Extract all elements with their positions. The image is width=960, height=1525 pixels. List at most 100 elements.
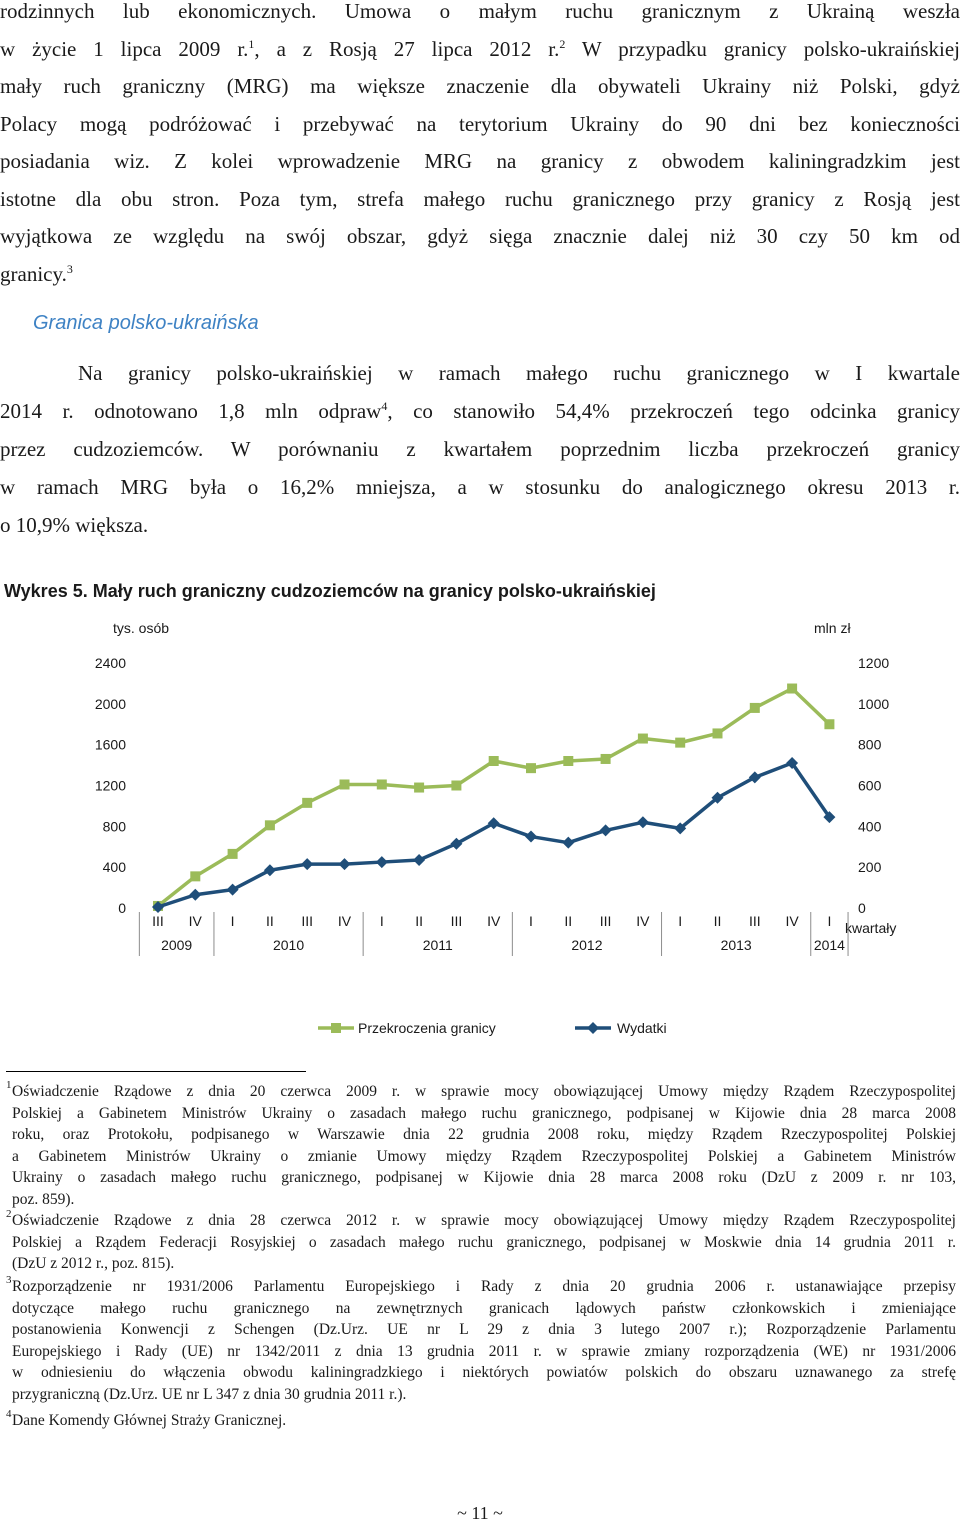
x-tick-label: II bbox=[266, 913, 274, 929]
footnote-line: Europejskiego i Rady (UE) nr 1342/2011 z… bbox=[12, 1342, 956, 1360]
right-tick-label: 1200 bbox=[858, 655, 889, 671]
data-point bbox=[786, 757, 799, 770]
footnote-number: 3 bbox=[6, 1274, 12, 1286]
x-tick-label: I bbox=[529, 913, 533, 929]
data-point bbox=[227, 848, 238, 859]
data-point bbox=[487, 817, 500, 830]
right-tick-label: 600 bbox=[858, 778, 882, 794]
data-point bbox=[152, 900, 164, 913]
para2-line: o 10,9% większa. bbox=[0, 513, 149, 537]
footnote-line: Oświadczenie Rządowe z dnia 20 czerwca 2… bbox=[12, 1083, 956, 1100]
x-tick-label: I bbox=[678, 913, 682, 929]
left-tick-label: 1600 bbox=[95, 737, 126, 753]
data-point bbox=[302, 797, 313, 808]
legend-label: Wydatki bbox=[617, 1020, 667, 1036]
data-point bbox=[226, 883, 239, 896]
data-point bbox=[414, 782, 425, 793]
x-tick-label: IV bbox=[785, 913, 799, 929]
x-tick-label: IV bbox=[487, 913, 501, 929]
footnote-number: 2 bbox=[6, 1208, 12, 1220]
footnote: 4 Dane Komendy Głównej Straży Granicznej. bbox=[6, 1408, 956, 1432]
right-tick-label: 1000 bbox=[858, 696, 889, 712]
data-point bbox=[637, 733, 648, 744]
para2-line: 2014 r. odnotowano 1,8 mln odpraw4, co s… bbox=[0, 396, 960, 426]
data-point bbox=[525, 830, 537, 843]
x-tick-label: II bbox=[564, 913, 572, 929]
x-tick-label: IV bbox=[189, 913, 203, 929]
year-label: 2009 bbox=[161, 937, 192, 953]
data-point bbox=[375, 856, 388, 869]
footnote-number: 1 bbox=[6, 1079, 12, 1091]
text-run: , a z Rosją 27 lipca 2012 r. bbox=[254, 37, 560, 61]
data-point bbox=[675, 737, 686, 748]
intro-line: mały ruch graniczny (MRG) ma większe zna… bbox=[0, 74, 960, 98]
text-run: granicy. bbox=[0, 262, 67, 286]
year-label: 2011 bbox=[423, 937, 453, 953]
footnote-line: roku, oraz Protokołu, podpisanego w Wars… bbox=[12, 1126, 956, 1143]
x-tick-label: I bbox=[827, 913, 831, 929]
intro-line: w życie 1 lipca 2009 r.1, a z Rosją 27 l… bbox=[0, 34, 960, 64]
footnote-line: Dane Komendy Głównej Straży Granicznej. bbox=[12, 1412, 287, 1429]
footnote: 3 Rozporządzenie nr 1931/2006 Parlamentu … bbox=[6, 1274, 956, 1405]
footnote-line: Polskiej a Gabinetem Ministrów Ukrainy o… bbox=[12, 1104, 956, 1122]
data-point bbox=[264, 820, 275, 831]
figure-title: Wykres 5. Mały ruch graniczny cudzoziemc… bbox=[4, 581, 656, 601]
x-tick-label: II bbox=[714, 913, 722, 929]
data-point bbox=[488, 756, 499, 766]
data-point bbox=[749, 702, 760, 713]
right-tick-label: 200 bbox=[858, 859, 882, 875]
year-label: 2010 bbox=[273, 937, 304, 953]
intro-line: rodzinnych lub ekonomicznych. Umowa o ma… bbox=[0, 0, 960, 23]
left-tick-label: 800 bbox=[103, 818, 127, 834]
footnote-line: (DzU z 2012 r., poz. 815). bbox=[12, 1255, 175, 1272]
data-point bbox=[451, 780, 462, 791]
para2-line: Na granicy polsko-ukraińskiej w ramach m… bbox=[78, 361, 960, 385]
intro-line: posiadania wiz. Z kolei wprowadzenie MRG… bbox=[0, 149, 960, 173]
footnote-line: Oświadczenie Rządowe z dnia 28 czerwca 2… bbox=[12, 1212, 956, 1229]
right-tick-label: 400 bbox=[858, 818, 882, 834]
year-label: 2012 bbox=[571, 937, 602, 953]
data-point bbox=[712, 728, 723, 739]
intro-line: istotne dla obu stron. Poza tym, strefa … bbox=[0, 187, 960, 211]
legend-marker bbox=[587, 1022, 599, 1034]
year-label: 2014 bbox=[814, 937, 845, 953]
page-number: ~ 11 ~ bbox=[457, 1503, 503, 1523]
data-point bbox=[599, 824, 612, 837]
data-point bbox=[301, 858, 314, 871]
data-point bbox=[823, 811, 836, 824]
left-tick-label: 400 bbox=[103, 859, 127, 875]
text-run: w życie 1 lipca 2009 r. bbox=[0, 37, 249, 61]
data-point bbox=[600, 753, 611, 764]
intro-line: Polacy mogą podróżować i przebywać na te… bbox=[0, 112, 960, 136]
footnote-line: poz. 859). bbox=[12, 1190, 75, 1208]
x-tick-label: III bbox=[301, 913, 313, 929]
footnote-number: 4 bbox=[6, 1408, 12, 1420]
footnote-divider bbox=[6, 1071, 306, 1072]
footnote: 2 Oświadczenie Rządowe z dnia 28 czerwca … bbox=[6, 1208, 956, 1275]
x-tick-label: I bbox=[380, 913, 384, 929]
data-point bbox=[526, 763, 536, 774]
right-axis-label: mln zł bbox=[814, 620, 851, 636]
data-point bbox=[338, 858, 351, 871]
footnote-line: a Gabinetem Ministrów Ukrainy o zmianie … bbox=[12, 1147, 956, 1165]
left-tick-label: 0 bbox=[118, 900, 126, 916]
x-tick-label: II bbox=[415, 913, 423, 929]
data-point bbox=[787, 683, 798, 694]
left-tick-label: 1200 bbox=[95, 778, 126, 794]
x-tick-label: I bbox=[231, 913, 235, 929]
text-run: W przypadku granicy polsko-ukraińskiej bbox=[565, 37, 960, 61]
data-point bbox=[824, 719, 835, 730]
data-point bbox=[674, 822, 687, 835]
right-tick-label: 800 bbox=[858, 737, 882, 753]
x-tick-label: IV bbox=[338, 913, 352, 929]
data-point bbox=[376, 779, 387, 790]
footnote-line: Rozporządzenie nr 1931/2006 Parlamentu E… bbox=[12, 1278, 956, 1295]
series-line-przekroczenia bbox=[156, 686, 831, 908]
intro-line: wyjątkowa ze względu na swój obszar, gdy… bbox=[0, 224, 960, 248]
footnote-ref: 4 bbox=[381, 399, 388, 413]
data-point bbox=[711, 791, 724, 804]
footnote-line: dotyczące małego ruchu granicznego na ze… bbox=[12, 1299, 956, 1317]
left-tick-label: 2000 bbox=[95, 696, 126, 712]
footnote-line: Polskiej a Rządem Federacji Rosyjskiej o… bbox=[12, 1233, 956, 1251]
footnote-line: postanowienia Konwencji z Schengen (Dz.U… bbox=[12, 1321, 956, 1338]
